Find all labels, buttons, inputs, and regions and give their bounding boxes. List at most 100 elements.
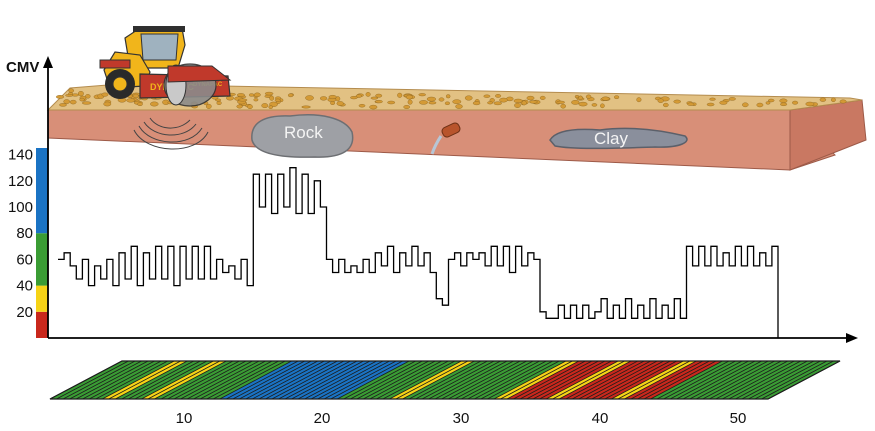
- gravel-stone: [68, 88, 74, 93]
- gravel-stone: [387, 100, 396, 105]
- gravel-stone: [464, 95, 473, 101]
- gravel-stone: [614, 95, 620, 99]
- strip-hatch-line: [643, 360, 717, 400]
- y-tick-labels: 20 40 60 80 100 120 140: [8, 147, 33, 321]
- strip-tick-label: 50: [730, 410, 747, 427]
- gravel-stone: [805, 101, 815, 107]
- gravel-stone: [261, 103, 269, 109]
- strip-tick-label: 10: [176, 410, 193, 427]
- gravel-stone: [320, 96, 328, 101]
- strip-hatch-line: [408, 360, 482, 400]
- strip-hatch-line: [480, 360, 553, 400]
- strip-hatch-line: [271, 360, 345, 400]
- gravel-stone: [247, 104, 253, 109]
- strip-hatch-line: [69, 360, 142, 400]
- strip-hatch-line: [669, 360, 743, 400]
- gravel-stone: [493, 101, 502, 106]
- strip-hatch-line: [402, 360, 475, 400]
- gravel-stone: [495, 94, 502, 98]
- strip-hatch-line: [356, 360, 429, 400]
- strip-hatch-line: [265, 360, 338, 400]
- strip-hatch-line: [330, 360, 403, 400]
- strip-hatch-line: [761, 360, 834, 400]
- gravel-stone: [578, 95, 583, 100]
- strip-hatch-line: [441, 360, 514, 400]
- gravel-stone: [636, 97, 642, 103]
- strip-hatch-line: [239, 360, 312, 400]
- gravel-stone: [719, 100, 728, 105]
- strip-hatch-line: [728, 360, 801, 400]
- terrain-illustration: Rock Clay DYNAPAC DYNAPAC: [46, 26, 867, 171]
- strip-hatch-line: [448, 360, 521, 400]
- strip-hatch-line: [186, 360, 260, 400]
- ground-side: [47, 109, 836, 171]
- strip-hatch-line: [167, 360, 240, 400]
- strip-hatch-line: [232, 360, 305, 400]
- strip-hatch-line: [604, 360, 677, 400]
- gravel-stone: [591, 103, 598, 107]
- y-tick-label: 80: [16, 225, 33, 242]
- clay-shape: [549, 127, 688, 150]
- strip-hatch-line: [115, 360, 188, 400]
- gravel-stone: [600, 103, 605, 109]
- strip-hatch-line: [565, 360, 638, 400]
- strip-hatch-line: [487, 360, 560, 400]
- y-tick-label: 60: [16, 251, 33, 268]
- strip-hatch-line: [454, 360, 527, 400]
- strip-hatch-line: [173, 360, 247, 400]
- gravel-stone: [499, 97, 508, 103]
- gravel-stone: [365, 92, 371, 97]
- strip-hatch-line: [82, 360, 155, 400]
- strip-hatch-line: [291, 360, 364, 400]
- strip-hatch-line: [741, 360, 815, 400]
- gravel-stone: [487, 101, 493, 105]
- roller-compactor-icon: DYNAPAC DYNAPAC: [99, 26, 232, 107]
- cmv-series-line: [58, 167, 779, 338]
- strip-hatch-line: [363, 360, 436, 400]
- x-axis-arrow-icon: [846, 333, 858, 343]
- gravel-stone: [792, 100, 799, 105]
- strip-hatch-line: [389, 360, 462, 400]
- gravel-stone: [446, 94, 451, 99]
- gravel-stone: [687, 102, 695, 106]
- gravel-stone: [375, 99, 383, 104]
- cmv-chart: CMV 20 40 60 80 100 120 140: [6, 56, 858, 343]
- gravel-stone: [428, 101, 437, 105]
- gravel-stone: [526, 95, 535, 101]
- strip-hatch-line: [278, 360, 351, 400]
- strip-hatch-line: [578, 360, 651, 400]
- gravel-stone: [397, 92, 403, 98]
- strip-hatch-line: [585, 360, 658, 400]
- strip-hatch-line: [532, 360, 606, 400]
- gravel-stone: [768, 98, 775, 103]
- gravel-stone: [355, 94, 362, 98]
- strip-tick-labels: 10 20 30 40 50: [176, 410, 747, 427]
- gravel-stone: [59, 103, 67, 107]
- gravel-stone: [831, 97, 836, 103]
- strip-hatch-line: [650, 360, 723, 400]
- gravel-stone: [779, 98, 788, 104]
- strip-hatch-line: [715, 360, 788, 400]
- gravel-stone: [79, 97, 85, 102]
- color-scale-band: [36, 311, 48, 338]
- gravel-stone: [418, 93, 426, 97]
- gravel-stone: [103, 101, 112, 107]
- gravel-stone: [839, 99, 847, 104]
- gravel-stone: [419, 100, 428, 105]
- vibration-waves-icon: [133, 117, 209, 150]
- strip-hatch-line: [89, 360, 162, 400]
- clay-label: Clay: [594, 129, 629, 148]
- strip-hatch-line: [206, 360, 279, 400]
- strip-hatch-line: [134, 360, 208, 400]
- strip-hatch-line: [252, 360, 325, 400]
- strip-hatch-line: [682, 360, 756, 400]
- strip-hatch-line: [519, 360, 593, 400]
- strip-hatch-line: [369, 360, 442, 400]
- gravel-stone: [765, 101, 771, 105]
- strip-hatch-line: [735, 360, 808, 400]
- gravel-stone: [403, 105, 411, 109]
- gravel-stone: [253, 98, 259, 102]
- strip-hatch-line: [343, 360, 416, 400]
- strip-hatch-line: [219, 360, 292, 400]
- strip-hatch-line: [539, 360, 612, 400]
